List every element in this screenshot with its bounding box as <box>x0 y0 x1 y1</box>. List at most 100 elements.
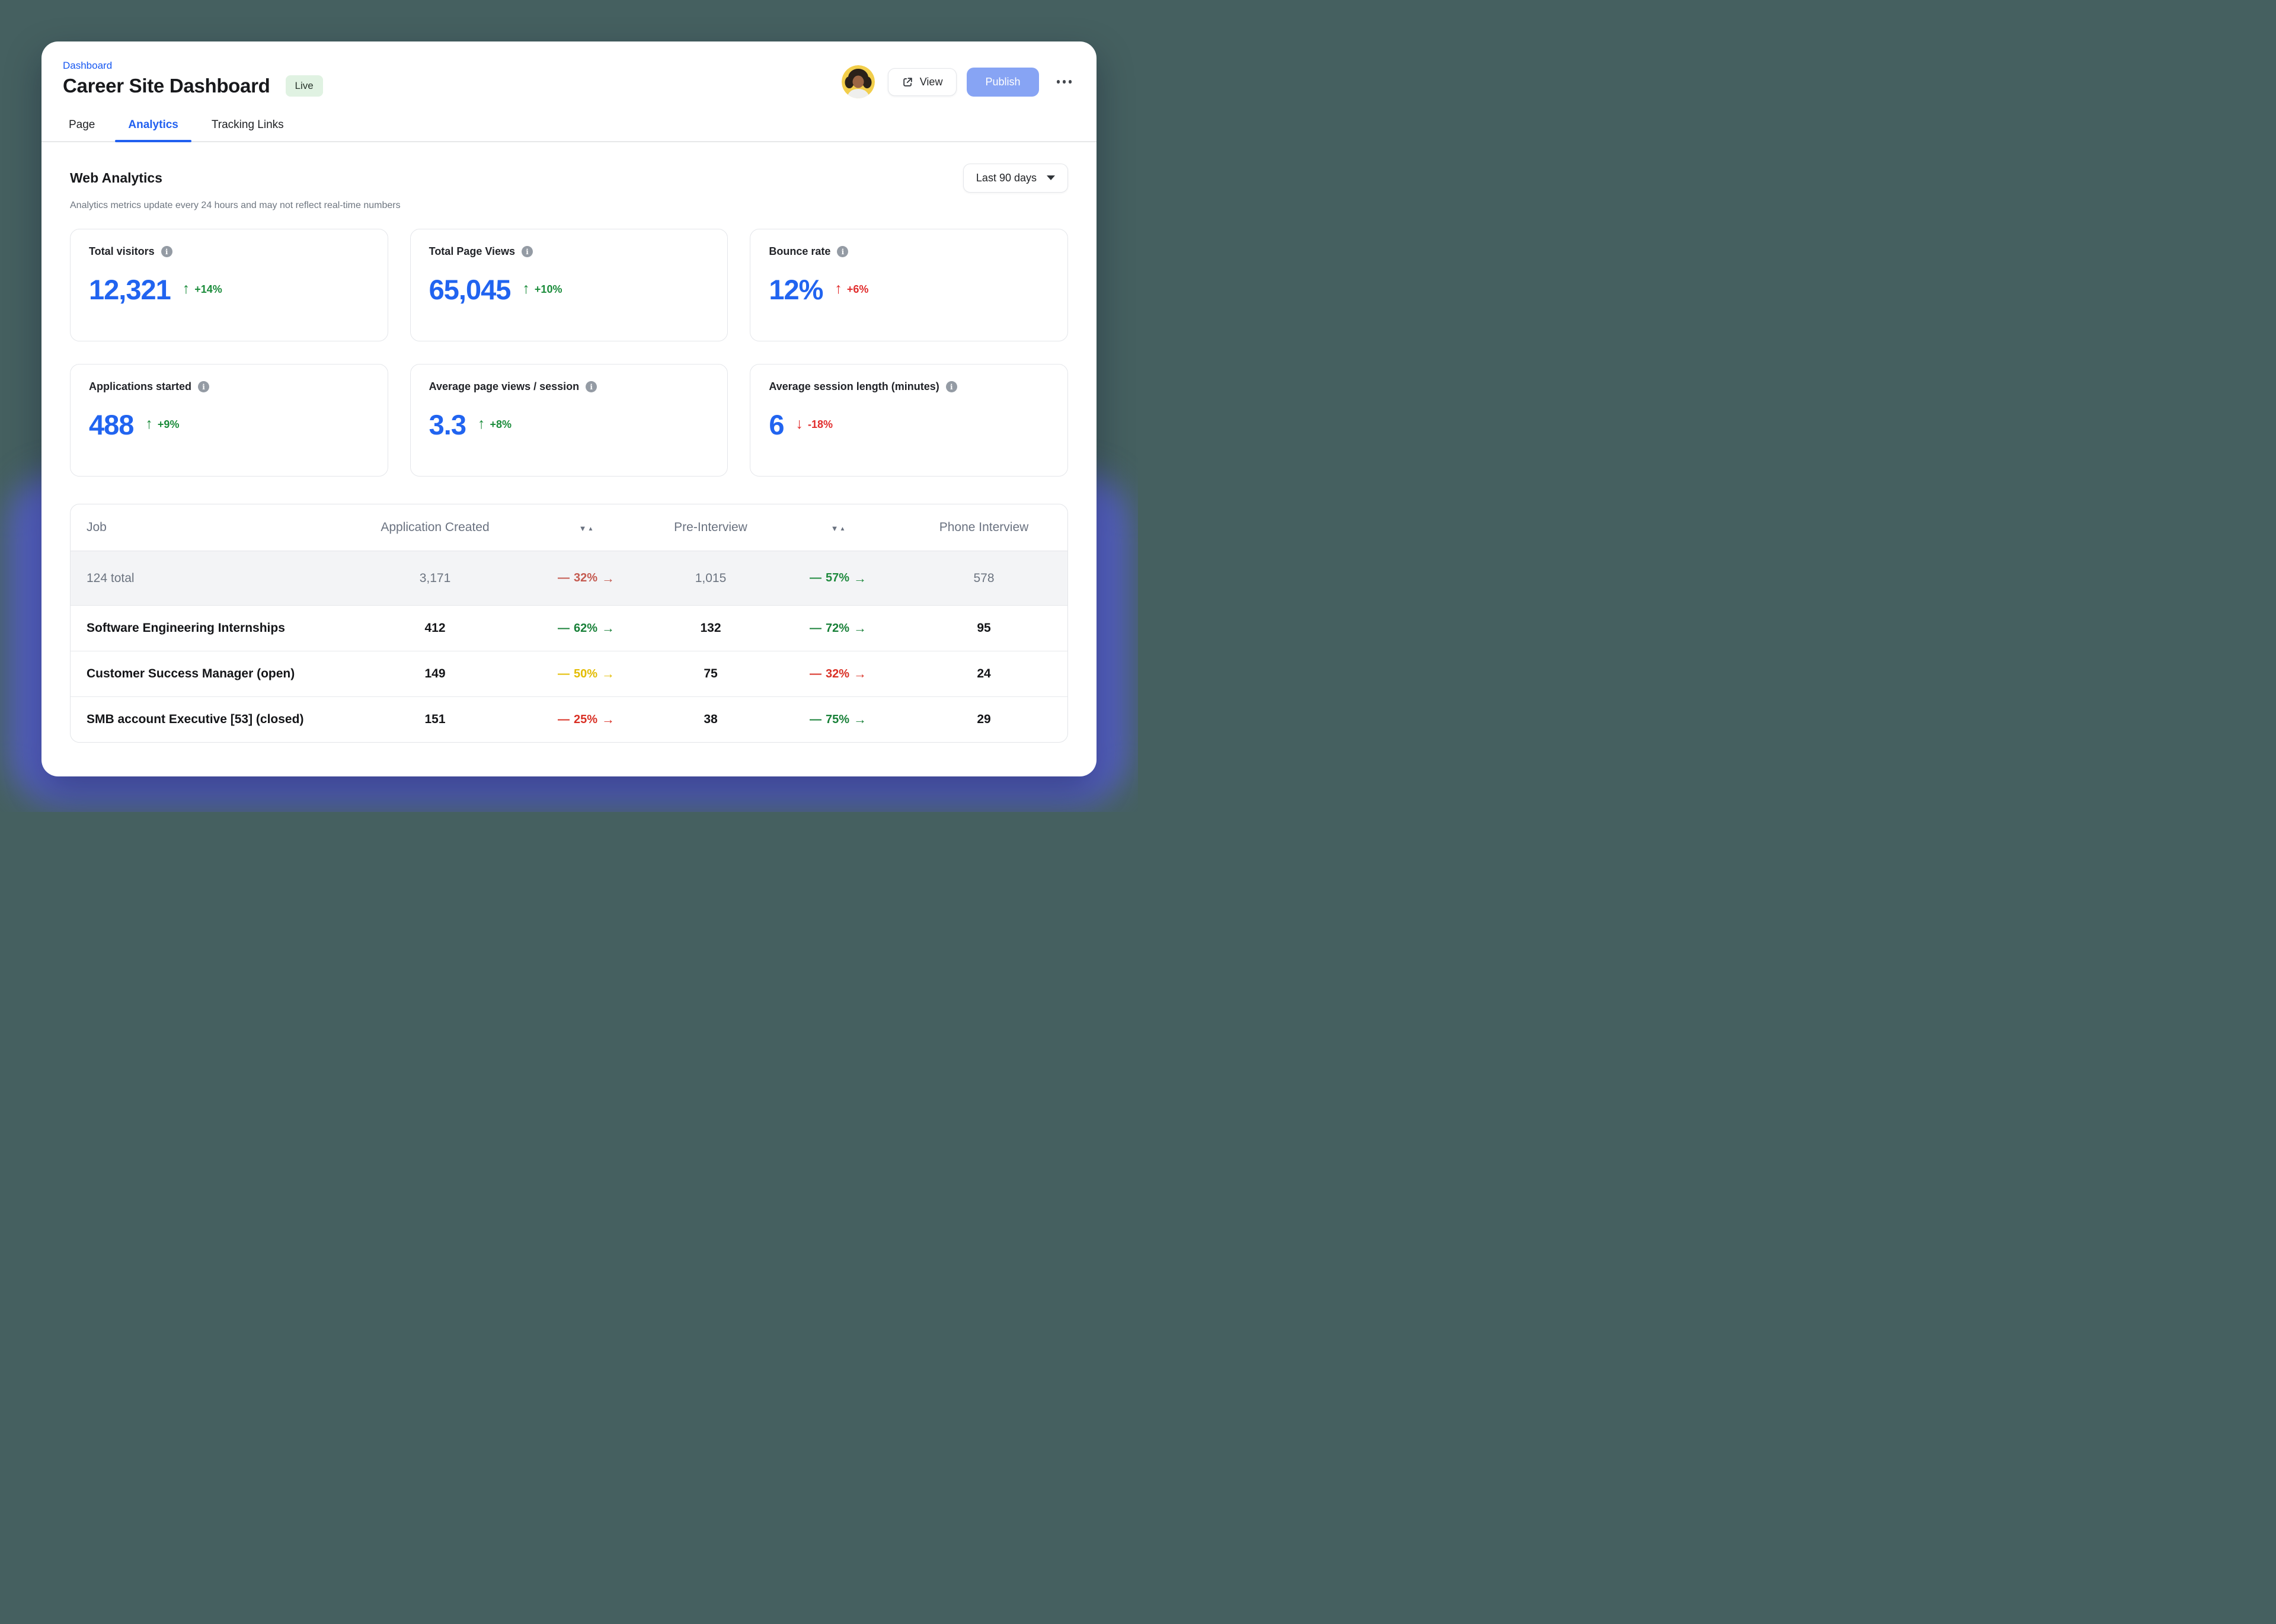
tab-tracking-links[interactable]: Tracking Links <box>211 119 284 131</box>
dash-icon <box>810 667 821 681</box>
table-row[interactable]: SMB account Executive [53] (closed) 151 … <box>71 696 1067 742</box>
metric-card-avg-page-views: Average page views / session i 3.3 +8% <box>410 364 728 477</box>
arrow-right-icon <box>602 621 615 636</box>
metric-label: Average page views / session <box>429 381 580 392</box>
phone-interview-count: 24 <box>977 667 991 680</box>
application-created-count: 412 <box>424 621 446 635</box>
column-header-phone-interview: Phone Interview <box>939 520 1029 534</box>
table-row[interactable]: Software Engineering Internships 412 62%… <box>71 605 1067 651</box>
column-header-job: Job <box>87 520 107 534</box>
dash-icon <box>810 622 821 635</box>
metric-delta: +10% <box>522 282 562 297</box>
metric-delta: +6% <box>835 282 869 297</box>
publish-button[interactable]: Publish <box>967 67 1039 97</box>
table-row[interactable]: Customer Success Manager (open) 149 50% … <box>71 651 1067 696</box>
header-controls: View Publish <box>841 65 1076 98</box>
arrow-right-icon <box>602 666 615 682</box>
top-bar: Dashboard Career Site Dashboard Live <box>41 41 1097 98</box>
info-icon[interactable]: i <box>586 381 597 392</box>
info-icon[interactable]: i <box>198 381 210 392</box>
dash-icon <box>558 713 570 727</box>
summary-phone-interview: 578 <box>973 571 995 585</box>
view-button-label: View <box>919 75 943 88</box>
metric-card-applications-started: Applications started i 488 +9% <box>70 364 388 477</box>
dashboard-window: Dashboard Career Site Dashboard Live <box>41 41 1097 776</box>
date-range-dropdown[interactable]: Last 90 days <box>963 163 1068 193</box>
trend-arrow-icon <box>478 417 485 431</box>
dash-icon <box>810 571 821 585</box>
tab-page[interactable]: Page <box>69 119 95 131</box>
tab-bar: Page Analytics Tracking Links <box>41 113 1097 142</box>
avatar[interactable] <box>841 65 875 98</box>
breadcrumb[interactable]: Dashboard <box>63 60 113 71</box>
metric-value: 65,045 <box>429 274 512 305</box>
job-name[interactable]: Customer Success Manager (open) <box>87 667 295 680</box>
pre-interview-count: 75 <box>704 667 718 680</box>
arrow-right-icon <box>853 712 867 727</box>
jobs-table: Job Application Created ▼ ▲ Pre-Interview… <box>70 504 1068 743</box>
metric-value: 3.3 <box>429 409 466 440</box>
dash-icon <box>810 713 821 727</box>
application-created-count: 151 <box>424 712 446 726</box>
page-background: Dashboard Career Site Dashboard Live <box>0 0 1138 812</box>
more-menu-button[interactable] <box>1053 74 1076 89</box>
dash-icon <box>558 571 570 585</box>
info-icon[interactable]: i <box>161 246 172 257</box>
dash-icon <box>558 622 570 635</box>
metric-delta: +8% <box>478 417 512 432</box>
metric-delta: +9% <box>145 417 180 432</box>
conversion-rate: 32% <box>810 666 867 682</box>
summary-total: 124 total <box>87 571 135 585</box>
conversion-rate: 75% <box>810 712 867 727</box>
metric-value: 488 <box>89 409 134 440</box>
sort-icon[interactable]: ▼ ▲ <box>578 524 594 533</box>
metric-label: Bounce rate <box>769 245 831 257</box>
column-header-pre-interview: Pre-Interview <box>674 520 747 534</box>
tab-analytics[interactable]: Analytics <box>115 113 192 142</box>
metric-delta: +14% <box>183 282 222 297</box>
external-link-icon <box>902 76 913 88</box>
table-summary-row: 124 total 3,171 32% 1,015 57% 578 <box>71 551 1067 605</box>
trend-arrow-icon <box>145 417 153 431</box>
summary-pre-interview: 1,015 <box>695 571 727 585</box>
phone-interview-count: 29 <box>977 712 991 726</box>
job-name[interactable]: Software Engineering Internships <box>87 621 285 635</box>
trend-arrow-icon <box>795 417 803 431</box>
table-header-row: Job Application Created ▼ ▲ Pre-Interview… <box>71 504 1067 551</box>
conversion-rate: 32% <box>558 571 615 586</box>
dash-icon <box>558 667 570 681</box>
metric-grid: Total visitors i 12,321 +14% Total Page V… <box>70 229 1068 477</box>
arrow-right-icon <box>853 571 867 586</box>
metric-card-bounce-rate: Bounce rate i 12% +6% <box>750 229 1068 341</box>
pre-interview-count: 132 <box>700 621 721 635</box>
conversion-rate: 62% <box>558 621 615 636</box>
info-icon[interactable]: i <box>522 246 533 257</box>
conversion-rate: 72% <box>810 621 867 636</box>
column-header-application-created: Application Created <box>381 520 490 534</box>
view-button[interactable]: View <box>887 68 957 96</box>
info-icon[interactable]: i <box>945 381 957 392</box>
metric-label: Total visitors <box>89 245 155 257</box>
info-icon[interactable]: i <box>837 246 849 257</box>
summary-application-created: 3,171 <box>419 571 451 585</box>
sort-icon[interactable]: ▼ ▲ <box>830 524 846 533</box>
metric-label: Total Page Views <box>429 245 516 257</box>
metric-delta: -18% <box>795 417 833 432</box>
metric-label: Applications started <box>89 381 192 392</box>
phone-interview-count: 95 <box>977 621 991 635</box>
title-block: Dashboard Career Site Dashboard Live <box>63 59 323 97</box>
metric-card-avg-session-length: Average session length (minutes) i 6 -18% <box>750 364 1068 477</box>
metric-label: Average session length (minutes) <box>769 381 939 392</box>
metric-value: 12% <box>769 274 823 305</box>
metric-card-total-page-views: Total Page Views i 65,045 +10% <box>410 229 728 341</box>
application-created-count: 149 <box>424 667 446 680</box>
job-name[interactable]: SMB account Executive [53] (closed) <box>87 712 304 726</box>
analytics-section: Web Analytics Last 90 days Analytics met… <box>41 163 1097 743</box>
arrow-right-icon <box>602 571 615 586</box>
metric-value: 6 <box>769 409 784 440</box>
conversion-rate: 25% <box>558 712 615 727</box>
chevron-down-icon <box>1047 175 1055 180</box>
arrow-right-icon <box>602 712 615 727</box>
trend-arrow-icon <box>522 282 530 296</box>
metric-card-total-visitors: Total visitors i 12,321 +14% <box>70 229 388 341</box>
